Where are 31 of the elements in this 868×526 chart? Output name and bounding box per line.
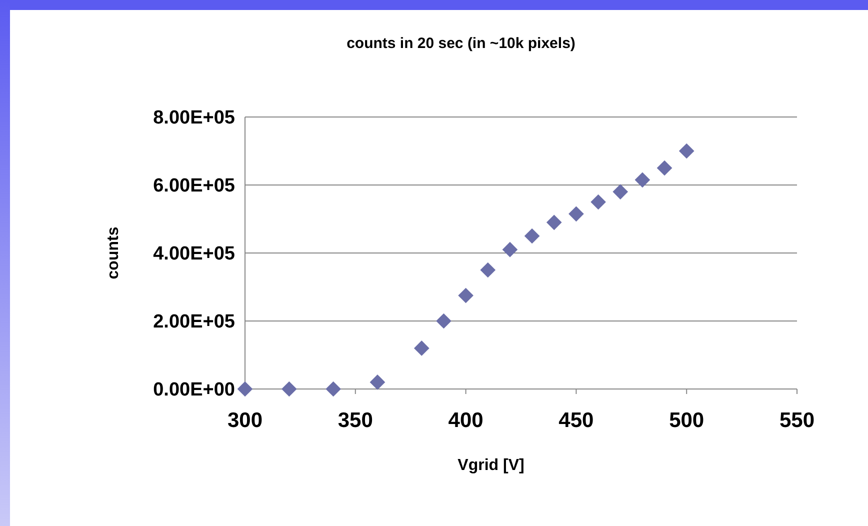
x-tick-label: 400	[448, 409, 484, 432]
point	[502, 242, 518, 258]
y-tick-label: 8.00E+05	[153, 108, 236, 129]
point	[281, 381, 297, 397]
x-tick-label: 550	[779, 409, 815, 432]
point	[546, 214, 562, 230]
point	[678, 143, 694, 159]
y-tick-label: 0.00E+00	[153, 380, 235, 401]
x-tick-label: 300	[227, 409, 263, 432]
point	[237, 381, 253, 397]
x-axis-title: Vgrid [V]	[458, 457, 524, 474]
x-tick-label: 500	[669, 409, 704, 432]
chart-title: counts in 20 sec (in ~10k pixels)	[346, 35, 576, 52]
y-axis-title: counts	[105, 226, 122, 280]
point	[568, 206, 584, 222]
point	[436, 313, 452, 329]
point	[524, 228, 540, 244]
y-tick-label: 2.00E+05	[153, 312, 236, 333]
x-tick-label: 450	[558, 409, 594, 432]
y-tick-label: 6.00E+05	[153, 176, 236, 197]
point	[414, 340, 430, 356]
x-tick-label: 350	[338, 409, 373, 432]
point	[326, 381, 341, 397]
point	[612, 184, 628, 200]
point	[590, 194, 606, 210]
point	[458, 288, 474, 304]
y-tick-label: 4.00E+05	[153, 244, 236, 265]
point	[480, 262, 496, 278]
point	[656, 160, 672, 176]
point	[370, 374, 386, 390]
point	[634, 172, 650, 188]
